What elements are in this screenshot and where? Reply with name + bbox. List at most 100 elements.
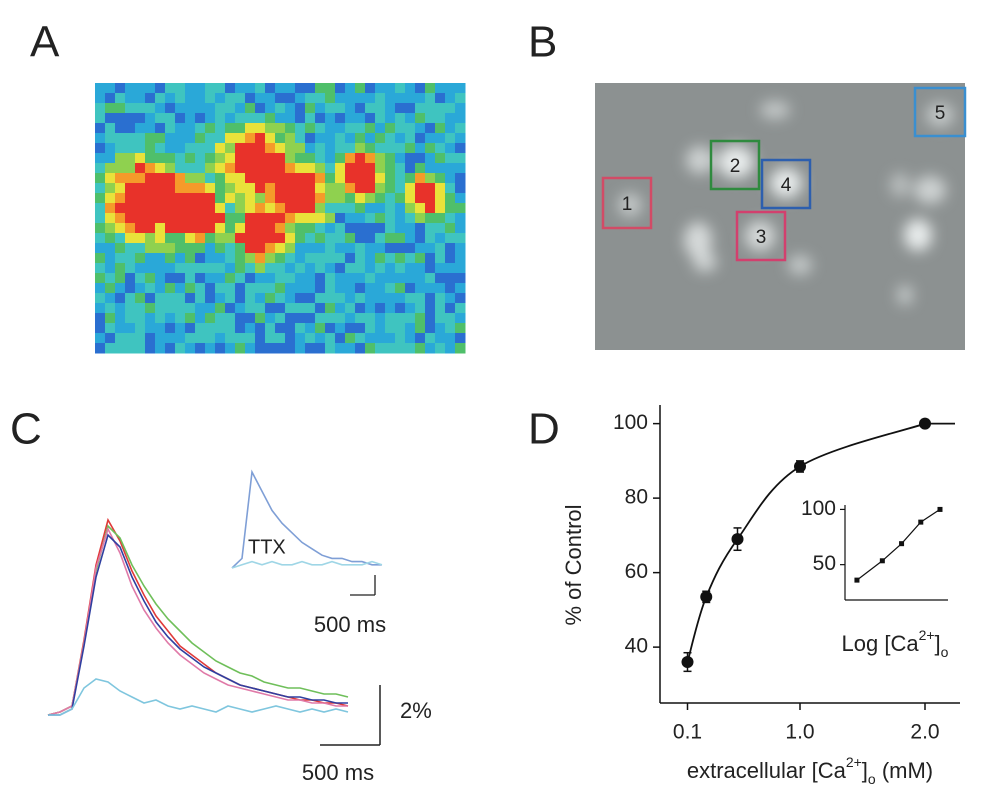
heat-cell: [425, 213, 436, 224]
heat-cell: [165, 303, 176, 314]
heat-cell: [215, 133, 226, 144]
heat-cell: [225, 343, 236, 354]
heat-cell: [435, 193, 446, 204]
heat-cell: [135, 143, 146, 154]
heat-cell: [445, 183, 456, 194]
heat-cell: [255, 193, 266, 204]
heat-cell: [205, 223, 216, 234]
heat-cell: [375, 223, 386, 234]
heat-cell: [395, 273, 406, 284]
heat-cell: [285, 343, 296, 354]
heat-cell: [455, 303, 466, 314]
heat-cell: [195, 243, 206, 254]
heat-cell: [125, 103, 136, 114]
heat-cell: [275, 143, 286, 154]
heat-cell: [155, 133, 166, 144]
heat-cell: [175, 133, 186, 144]
heat-cell: [275, 173, 286, 184]
heat-cell: [365, 123, 376, 134]
heat-cell: [175, 343, 186, 354]
heat-cell: [315, 93, 326, 104]
heat-cell: [175, 183, 186, 194]
heat-cell: [415, 113, 426, 124]
heat-cell: [375, 213, 386, 224]
heat-cell: [145, 83, 156, 94]
heat-cell: [365, 213, 376, 224]
heat-cell: [255, 313, 266, 324]
heat-cell: [135, 193, 146, 204]
heat-cell: [165, 233, 176, 244]
heat-cell: [365, 173, 376, 184]
heat-cell: [305, 123, 316, 134]
heat-cell: [155, 233, 166, 244]
heat-cell: [405, 93, 416, 104]
heat-cell: [215, 173, 226, 184]
panel-label: C: [10, 405, 42, 454]
heat-cell: [245, 93, 256, 104]
heat-cell: [155, 183, 166, 194]
heat-cell: [355, 173, 366, 184]
heat-cell: [135, 303, 146, 314]
heat-cell: [105, 93, 116, 104]
heat-cell: [155, 223, 166, 234]
heat-cell: [425, 113, 436, 124]
heat-cell: [435, 133, 446, 144]
heat-cell: [135, 103, 146, 114]
heat-cell: [275, 93, 286, 104]
heat-cell: [385, 283, 396, 294]
heat-cell: [285, 313, 296, 324]
roi-label: 4: [781, 175, 792, 196]
heat-cell: [385, 303, 396, 314]
heat-cell: [315, 163, 326, 174]
heat-cell: [325, 193, 336, 204]
heat-cell: [215, 203, 226, 214]
heat-cell: [155, 83, 166, 94]
heat-cell: [145, 223, 156, 234]
heat-cell: [435, 223, 446, 234]
heat-cell: [415, 193, 426, 204]
heat-cell: [195, 103, 206, 114]
heat-cell: [415, 273, 426, 284]
heat-cell: [165, 163, 176, 174]
heat-cell: [105, 183, 116, 194]
heat-cell: [425, 163, 436, 174]
heat-cell: [215, 123, 226, 134]
heat-cell: [115, 273, 126, 284]
heat-cell: [115, 213, 126, 224]
heat-cell: [435, 203, 446, 214]
heat-cell: [405, 323, 416, 334]
heat-cell: [415, 303, 426, 314]
heat-cell: [275, 183, 286, 194]
heat-cell: [225, 313, 236, 324]
heat-cell: [265, 323, 276, 334]
heat-cell: [125, 203, 136, 214]
heat-cell: [125, 123, 136, 134]
heat-cell: [155, 253, 166, 264]
heat-cell: [305, 233, 316, 244]
heat-cell: [245, 253, 256, 264]
heat-cell: [165, 193, 176, 204]
panel-label: D: [528, 405, 560, 454]
heat-cell: [185, 233, 196, 244]
heat-cell: [185, 93, 196, 104]
heat-cell: [375, 303, 386, 314]
heat-cell: [455, 343, 466, 354]
heat-cell: [455, 213, 466, 224]
heat-cell: [315, 113, 326, 124]
heat-cell: [145, 333, 156, 344]
heat-cell: [155, 303, 166, 314]
heat-cell: [395, 93, 406, 104]
heat-cell: [295, 303, 306, 314]
heat-cell: [185, 123, 196, 134]
heat-cell: [435, 93, 446, 104]
roi-box: [709, 139, 761, 191]
heat-cell: [265, 193, 276, 204]
heat-cell: [265, 143, 276, 154]
heat-cell: [415, 313, 426, 324]
heat-cell: [345, 203, 356, 214]
heat-cell: [205, 183, 216, 194]
heat-cell: [425, 343, 436, 354]
heat-cell: [375, 243, 386, 254]
heat-cell: [135, 83, 146, 94]
heat-cell: [275, 343, 286, 354]
